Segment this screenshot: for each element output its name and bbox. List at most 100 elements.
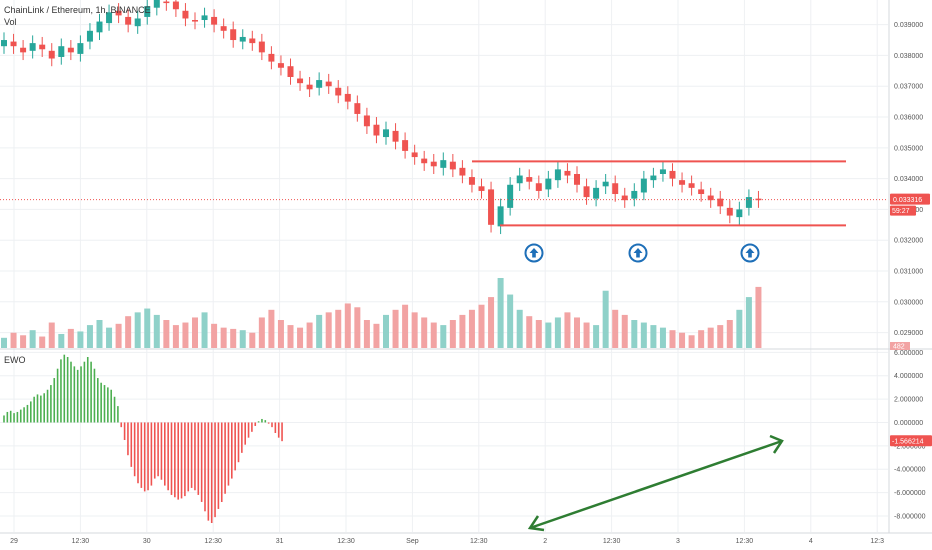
volume-bar	[39, 336, 46, 348]
candle-down	[459, 167, 466, 176]
candle-down	[478, 186, 485, 191]
volume-bar	[29, 330, 36, 348]
volume-bar	[755, 286, 762, 348]
price-tick-label: 0.036000	[894, 115, 923, 122]
ewo-legend[interactable]: EWO	[4, 355, 26, 365]
candle-up	[239, 36, 246, 42]
x-tick-label: 3	[676, 538, 680, 545]
candle-up	[58, 46, 65, 57]
ewo-tick-label: 4.000000	[894, 373, 923, 380]
volume-bar	[67, 328, 74, 348]
candle-down	[688, 183, 695, 188]
candle-down	[211, 16, 218, 25]
volume-bar	[48, 322, 55, 348]
x-tick-label: 12:30	[470, 538, 488, 545]
volume-bar	[20, 335, 27, 348]
candle-down	[277, 63, 284, 68]
volume-bar	[258, 317, 265, 348]
candle-up	[554, 169, 561, 181]
volume-bar	[287, 325, 294, 348]
last-price-text: 0.033316	[893, 197, 922, 204]
candle-up	[86, 30, 93, 42]
candle-down	[526, 177, 533, 182]
ewo-tick-label: 2.000000	[894, 397, 923, 404]
signal-arrow	[524, 243, 544, 263]
candle-down	[249, 38, 256, 44]
price-tick-label: 0.039000	[894, 22, 923, 29]
candle-down	[373, 124, 380, 136]
ewo-tick-label: -6.000000	[894, 490, 926, 497]
candle-down	[726, 207, 733, 216]
candle-up	[507, 184, 514, 208]
x-tick-label: 12:30	[72, 538, 90, 545]
volume-bar	[593, 325, 600, 348]
candle-down	[411, 152, 418, 158]
candle-down	[192, 20, 198, 22]
countdown-tag	[890, 205, 916, 216]
volume-bar	[383, 314, 389, 348]
candle-up	[745, 197, 752, 208]
volume-bar	[545, 322, 552, 348]
volume-bar	[497, 278, 504, 348]
signal-arrow	[628, 243, 648, 263]
candle-down	[182, 10, 189, 19]
price-tags: 0.033316 59:27 482 -1.566214	[0, 193, 932, 447]
candle-down	[621, 195, 628, 201]
candle-down	[669, 170, 676, 179]
volume-bar	[335, 309, 342, 348]
countdown-text: 59:27	[892, 208, 910, 215]
candle-down	[354, 103, 361, 114]
candle-down	[48, 50, 55, 59]
price-tick-label: 0.037000	[894, 84, 923, 91]
candle-down	[335, 87, 342, 96]
volume-legend[interactable]: Vol	[4, 17, 17, 27]
candle-up	[106, 12, 113, 24]
candle-up	[316, 80, 323, 88]
volume-bar	[688, 335, 695, 348]
trend-arrow-head	[769, 434, 784, 454]
candle-up	[497, 206, 504, 227]
candle-up	[383, 129, 389, 138]
arrow-up-icon	[633, 248, 643, 258]
volume-bar	[373, 323, 380, 348]
symbol-legend[interactable]: ChainLink / Ethereum, 1h, BINANCE	[4, 5, 151, 15]
volume-bar	[268, 309, 275, 348]
volume-bar	[144, 308, 151, 348]
volume-bar	[488, 297, 495, 348]
candle-down	[67, 47, 74, 53]
ewo-tick-label: -8.000000	[894, 513, 926, 520]
arrow-up-icon	[529, 248, 539, 258]
volume-bar	[106, 327, 113, 348]
price-tick-label: 0.031000	[894, 269, 923, 276]
volume-bar	[574, 317, 580, 348]
ewo-tick-label: 0.000000	[894, 420, 923, 427]
trend-arrow-tail	[527, 515, 545, 532]
volume-bar	[583, 322, 590, 348]
volume-bar	[679, 332, 686, 348]
price-candles	[1, 0, 762, 235]
candle-up	[134, 18, 141, 27]
candle-down	[564, 170, 571, 176]
candle-down	[258, 41, 265, 53]
volume-bar	[1, 337, 7, 348]
candle-up	[201, 15, 208, 21]
volume-bar	[363, 320, 370, 348]
x-tick-label: 31	[276, 538, 284, 545]
candle-down	[574, 174, 580, 185]
volume-bar	[631, 320, 638, 348]
volume-bar	[230, 328, 237, 348]
volume-bar	[612, 309, 619, 348]
candle-down	[268, 53, 275, 62]
volume-bar	[211, 323, 218, 348]
candle-down	[325, 81, 332, 87]
candle-up	[631, 190, 638, 199]
candle-down	[421, 158, 428, 164]
candle-down	[392, 130, 399, 142]
volume-bar	[402, 304, 409, 348]
candle-up	[1, 40, 7, 47]
volume-bar	[526, 316, 533, 348]
candle-down	[430, 161, 437, 167]
signal-arrows	[524, 243, 760, 263]
